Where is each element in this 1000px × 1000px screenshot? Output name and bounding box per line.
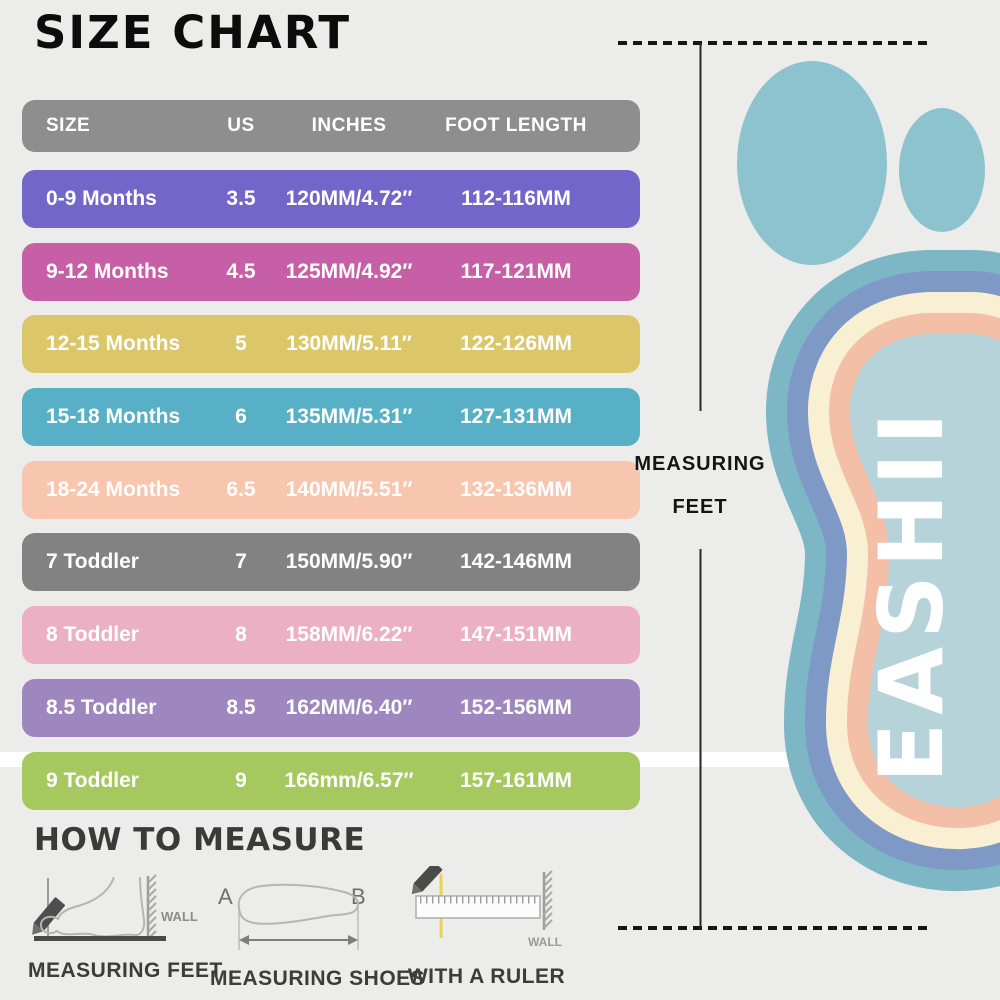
cell-foot_length: 117-121MM <box>460 259 572 283</box>
table-row: 18-24 Months 6.5 140MM/5.51″ 132-136MM <box>22 460 640 519</box>
cell-inches: 140MM/5.51″ <box>285 477 413 501</box>
cell-size: 9 Toddler <box>46 768 139 792</box>
how-to-measure-heading: HOW TO MEASURE <box>34 822 366 858</box>
cell-us: 5 <box>235 332 247 356</box>
table-row: 9 Toddler 9 166mm/6.57″ 157-161MM <box>22 751 640 810</box>
figure-caption: MEASURING SHOES <box>210 967 426 990</box>
brand-vertical-text: EASHII <box>860 404 963 783</box>
cell-us: 6 <box>235 405 247 429</box>
figure-caption: MEASURING FEET <box>28 959 223 982</box>
cell-foot_length: 157-161MM <box>459 768 573 792</box>
header-foot-length: FOOT LENGTH <box>445 115 587 136</box>
measuring-feet-label: MEASURING FEET <box>615 443 785 529</box>
table-header-row: SIZE US INCHES FOOT LENGTH <box>22 100 640 152</box>
cell-size: 9-12 Months <box>46 259 169 283</box>
cell-us: 8.5 <box>226 695 256 719</box>
cell-inches: 130MM/5.11″ <box>286 332 412 356</box>
floor-line <box>34 936 166 941</box>
pencil-icon <box>411 861 443 895</box>
figure-measuring-feet: WALL MEASURING FEET <box>28 874 223 983</box>
cell-size: 8.5 Toddler <box>46 695 157 719</box>
ruler-body <box>415 895 541 919</box>
page-title: SIZE CHART <box>34 6 352 59</box>
table-row: 8.5 Toddler 8.5 162MM/6.40″ 152-156MM <box>22 678 640 737</box>
cell-foot_length: 122-126MM <box>459 332 573 356</box>
cell-foot_length: 147-151MM <box>459 623 573 647</box>
cell-inches: 166mm/6.57″ <box>284 768 414 792</box>
figure-measuring-shoes: A B MEASURING SHOES <box>210 878 426 991</box>
wall-label: WALL <box>161 909 198 924</box>
table-row: 15-18 Months 6 135MM/5.31″ 127-131MM <box>22 388 640 447</box>
cell-us: 3.5 <box>226 187 256 210</box>
sole-center <box>849 334 1000 808</box>
cell-size: 0-9 Months <box>46 187 157 210</box>
big-toe-shape <box>737 61 887 265</box>
small-toe-shape <box>899 108 985 232</box>
measuring-feet-icon: WALL <box>32 874 198 941</box>
wall-hatching <box>543 870 553 929</box>
with-a-ruler-icon: WALL <box>411 861 562 949</box>
foot-profile-outline <box>39 876 146 938</box>
cell-us: 9 <box>235 768 247 792</box>
header-us: US <box>227 115 255 136</box>
measuring-feet-label-line2: FEET <box>672 496 728 518</box>
header-size: SIZE <box>46 115 91 136</box>
figure-caption: WITH A RULER <box>407 965 566 988</box>
cell-inches: 135MM/5.31″ <box>285 405 413 429</box>
cell-foot_length: 127-131MM <box>459 405 573 429</box>
cell-foot_length: 152-156MM <box>459 695 573 719</box>
wall-hatching <box>147 874 157 940</box>
cell-us: 8 <box>235 623 247 647</box>
shoe-sole-outline <box>237 883 359 925</box>
footprint-illustration: EASHII <box>618 41 1000 930</box>
point-a-label: A <box>218 884 233 909</box>
wall-label: WALL <box>528 935 562 949</box>
cell-foot_length: 112-116MM <box>461 187 571 210</box>
cell-us: 7 <box>235 550 247 574</box>
size-table: SIZE US INCHES FOOT LENGTH 0-9 Months 3.5… <box>22 100 640 824</box>
cell-size: 12-15 Months <box>46 332 181 356</box>
cell-size: 7 Toddler <box>46 550 139 574</box>
foot-sole-rings <box>766 250 1000 892</box>
header-inches: INCHES <box>311 115 387 136</box>
cell-foot_length: 132-136MM <box>459 477 573 501</box>
cell-us: 4.5 <box>226 259 256 283</box>
cell-size: 15-18 Months <box>46 405 181 429</box>
arrowhead-right <box>348 935 358 945</box>
arrowhead-left <box>239 935 249 945</box>
point-b-label: B <box>351 884 366 909</box>
table-row: 0-9 Months 3.5 120MM/4.72″ 112-116MM <box>22 170 640 228</box>
cell-inches: 162MM/6.40″ <box>285 695 413 719</box>
measuring-feet-label-line1: MEASURING <box>634 453 766 475</box>
cell-foot_length: 142-146MM <box>459 550 573 574</box>
cell-inches: 125MM/4.92″ <box>285 259 413 283</box>
table-row: 7 Toddler 7 150MM/5.90″ 142-146MM <box>22 533 640 592</box>
cell-size: 18-24 Months <box>46 477 181 501</box>
table-row: 8 Toddler 8 158MM/6.22″ 147-151MM <box>22 606 640 665</box>
measuring-shoes-icon: A B <box>218 883 366 950</box>
cell-inches: 158MM/6.22″ <box>285 623 413 647</box>
table-row: 9-12 Months 4.5 125MM/4.92″ 117-121MM <box>22 242 640 301</box>
table-row: 12-15 Months 5 130MM/5.11″ 122-126MM <box>22 315 640 374</box>
figure-with-a-ruler: WALL WITH A RULER <box>404 861 569 989</box>
cell-inches: 150MM/5.90″ <box>285 550 413 574</box>
cell-size: 8 Toddler <box>46 623 139 647</box>
cell-inches: 120MM/4.72″ <box>285 187 413 210</box>
cell-us: 6.5 <box>226 477 256 501</box>
size-table-body: 0-9 Months 3.5 120MM/4.72″ 112-116MM 9-12 Mo… <box>22 170 640 810</box>
